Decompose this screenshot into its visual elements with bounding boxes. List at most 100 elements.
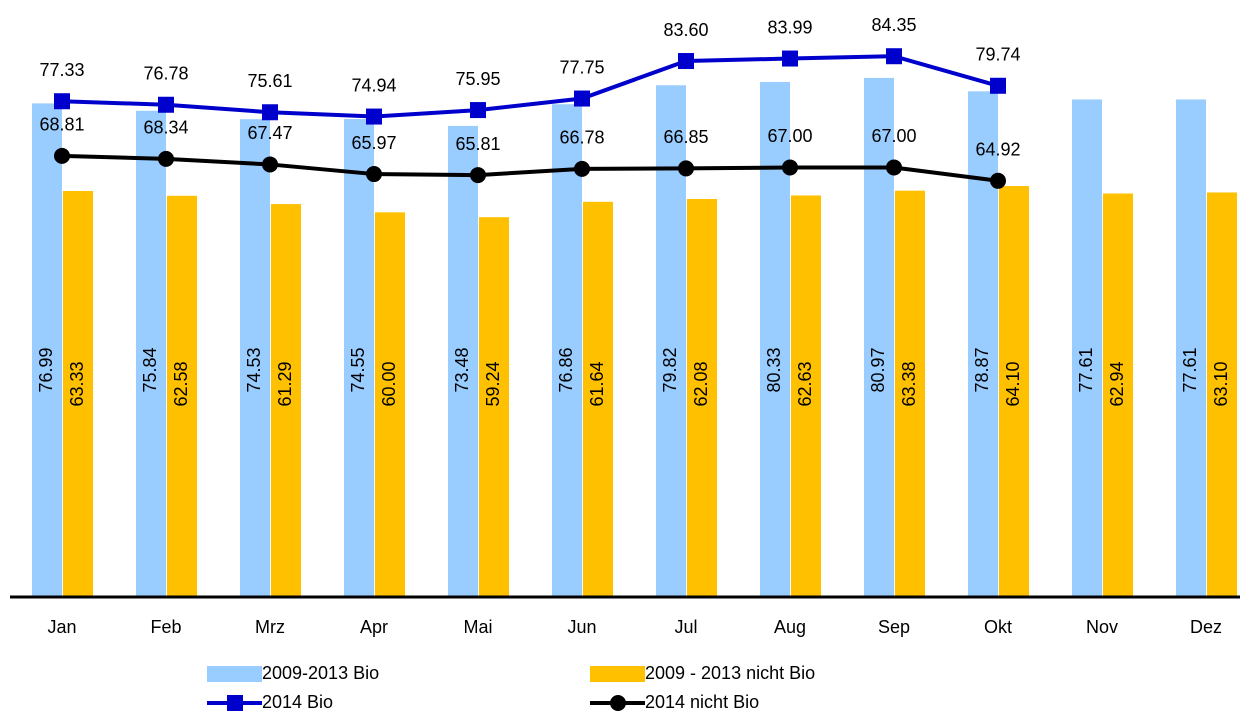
bar-value-label: 75.84 [140, 347, 160, 392]
bar-value-label: 62.94 [1107, 361, 1127, 406]
line-value-label: 75.95 [455, 69, 500, 89]
x-tick-label: Feb [150, 617, 181, 637]
bar-value-label: 74.53 [244, 347, 264, 392]
line-marker [886, 48, 902, 65]
bar-value-label: 61.64 [587, 361, 607, 406]
bar [136, 110, 166, 597]
line-marker [262, 104, 278, 121]
bar [63, 190, 93, 598]
line-value-label: 67.00 [871, 126, 916, 146]
bar [968, 91, 998, 598]
bar-value-label: 80.97 [868, 347, 888, 392]
line-marker [574, 90, 590, 107]
bar-value-label: 62.08 [691, 361, 711, 406]
x-tick-label: Aug [774, 617, 806, 637]
line-marker [990, 77, 1006, 94]
line-value-label: 65.97 [351, 133, 396, 153]
bar [240, 119, 270, 598]
line-marker [158, 150, 174, 167]
line-value-label: 79.74 [975, 45, 1020, 65]
line-marker [54, 93, 70, 110]
line-value-label: 77.75 [559, 57, 604, 77]
x-tick-label: Jan [47, 617, 76, 637]
line-value-label: 75.61 [247, 71, 292, 91]
line-value-label: 84.35 [871, 15, 916, 35]
bar-value-label: 77.61 [1076, 347, 1096, 392]
bar-value-label: 74.55 [348, 347, 368, 392]
bar [167, 195, 197, 597]
x-tick-label: Apr [360, 617, 388, 637]
line-value-label: 67.47 [247, 123, 292, 143]
bar [864, 77, 894, 597]
bar [687, 198, 717, 597]
bar [1207, 192, 1237, 597]
legend-label: 2009-2013 Bio [262, 663, 379, 683]
bar-value-label: 59.24 [483, 361, 503, 406]
line-value-label: 66.78 [559, 128, 604, 148]
bar-value-label: 61.29 [275, 361, 295, 406]
bar [32, 103, 62, 597]
line-marker [262, 156, 278, 173]
line [61, 153, 999, 183]
bar-value-label: 63.38 [899, 361, 919, 406]
line-value-label: 68.34 [143, 118, 188, 138]
line-value-label: 68.81 [39, 115, 84, 135]
legend-swatch [590, 666, 645, 682]
bar [552, 104, 582, 597]
x-tick-label: Nov [1086, 617, 1118, 637]
line-marker [574, 160, 590, 177]
bar [1072, 99, 1102, 598]
line-marker [366, 108, 382, 125]
line-value-label: 65.81 [455, 134, 500, 154]
bar-value-label: 63.33 [67, 361, 87, 406]
line-value-label: 83.60 [663, 20, 708, 40]
legend-label: 2009 - 2013 nicht Bio [645, 663, 815, 683]
line-marker [782, 50, 798, 67]
bar-value-label: 76.86 [556, 347, 576, 392]
bar-value-label: 62.58 [171, 361, 191, 406]
line-value-label: 83.99 [767, 17, 812, 37]
line-value-label: 76.78 [143, 64, 188, 84]
bar-value-label: 78.87 [972, 347, 992, 392]
bar [271, 204, 301, 598]
bar [791, 195, 821, 597]
bar-value-label: 80.33 [764, 347, 784, 392]
x-tick-label: Sep [878, 617, 910, 637]
bar [375, 212, 405, 598]
legend-marker [610, 695, 626, 711]
line-marker [470, 102, 486, 119]
legend-swatch [207, 666, 262, 682]
x-tick-label: Okt [984, 617, 1012, 637]
bar [583, 201, 613, 598]
x-tick-label: Jun [567, 617, 596, 637]
line-value-label: 64.92 [975, 140, 1020, 160]
line-value-label: 67.00 [767, 126, 812, 146]
bar-value-label: 73.48 [452, 347, 472, 392]
x-tick-label: Jul [674, 617, 697, 637]
line-marker [158, 96, 174, 113]
line-marker [54, 147, 70, 164]
line-value-label: 74.94 [351, 75, 396, 95]
x-tick-label: Dez [1190, 617, 1222, 637]
bar [448, 125, 478, 597]
line-marker [782, 159, 798, 176]
bar-value-label: 76.99 [36, 347, 56, 392]
bar [1176, 99, 1206, 598]
legend-marker [227, 695, 243, 711]
line-marker [678, 53, 694, 70]
bar-value-label: 62.63 [795, 361, 815, 406]
line-marker [678, 160, 694, 177]
legend-label: 2014 nicht Bio [645, 692, 759, 712]
line-marker [470, 167, 486, 184]
line-marker [886, 159, 902, 176]
bar [344, 119, 374, 597]
bar [479, 217, 509, 597]
line-value-label: 66.85 [663, 127, 708, 147]
bar-value-label: 64.10 [1003, 361, 1023, 406]
line-marker [366, 166, 382, 183]
line [61, 54, 999, 119]
bar-value-label: 79.82 [660, 347, 680, 392]
bar-value-label: 63.10 [1211, 361, 1231, 406]
x-tick-label: Mrz [255, 617, 285, 637]
